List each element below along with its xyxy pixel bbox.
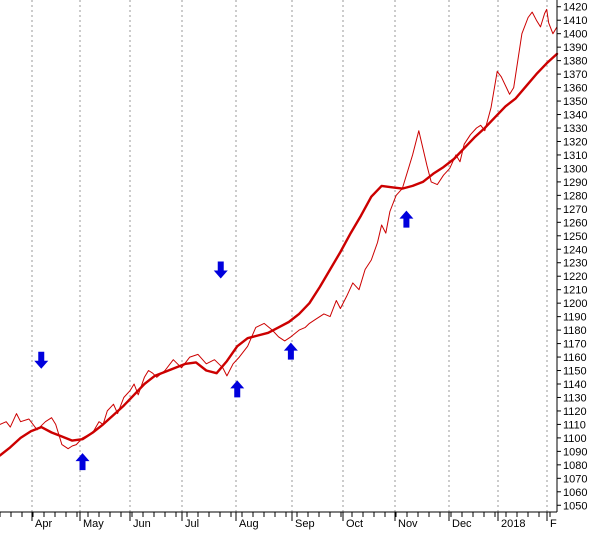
series-lines <box>0 8 559 457</box>
signal-arrows <box>34 210 414 471</box>
x-tick-label: Aug <box>239 518 259 530</box>
y-tick-label: 1070 <box>563 473 587 485</box>
x-tick-label: Jun <box>133 518 151 530</box>
buy-arrow-icon <box>283 342 298 360</box>
y-tick-label: 1260 <box>563 217 587 229</box>
y-tick-label: 1290 <box>563 177 587 189</box>
x-tick-label: Jul <box>185 518 199 530</box>
y-tick-label: 1050 <box>563 500 587 512</box>
y-tick-label: 1170 <box>563 339 587 351</box>
x-tick-label: Dec <box>452 518 472 530</box>
x-tick-label: Sep <box>295 518 315 530</box>
y-tick-label: 1410 <box>563 15 587 27</box>
sell-arrow-icon <box>34 351 49 369</box>
y-tick-label: 1420 <box>563 2 587 14</box>
y-tick-label: 1220 <box>563 271 587 283</box>
y-tick-label: 1360 <box>563 83 587 95</box>
y-tick-label: 1250 <box>563 231 587 243</box>
y-tick-label: 1110 <box>563 419 586 431</box>
x-tick-label: Oct <box>346 518 363 530</box>
y-tick-label: 1340 <box>563 110 587 122</box>
sell-arrow-icon <box>213 261 228 279</box>
y-tick-label: 1090 <box>563 446 587 458</box>
y-tick-label: 1310 <box>563 150 587 162</box>
y-tick-label: 1370 <box>563 69 587 81</box>
x-tick-label: May <box>83 518 104 530</box>
grid <box>31 0 548 512</box>
y-tick-label: 1330 <box>563 123 587 135</box>
y-tick-label: 1230 <box>563 258 587 270</box>
x-tick-label: 2018 <box>501 518 525 530</box>
y-tick-label: 1380 <box>563 56 587 68</box>
y-tick-label: 1150 <box>563 366 587 378</box>
y-tick-label: 1350 <box>563 96 587 108</box>
y-tick-label: 1130 <box>563 392 587 404</box>
y-tick-label: 1060 <box>563 487 587 499</box>
y-tick-label: 1240 <box>563 244 587 256</box>
y-tick-label: 1270 <box>563 204 587 216</box>
x-tick-label: Nov <box>398 518 418 530</box>
moving-average-line <box>0 52 559 457</box>
y-tick-label: 1320 <box>563 136 587 148</box>
x-tick-label: Apr <box>35 518 52 530</box>
y-tick-label: 1300 <box>563 163 587 175</box>
y-tick-label: 1100 <box>563 433 587 445</box>
buy-arrow-icon <box>75 453 90 471</box>
y-tick-label: 1390 <box>563 42 587 54</box>
y-tick-label: 1280 <box>563 190 587 202</box>
y-tick-label: 1080 <box>563 460 587 472</box>
y-tick-label: 1210 <box>563 285 587 297</box>
price-line <box>0 8 558 450</box>
y-tick-label: 1400 <box>563 29 587 41</box>
y-tick-label: 1180 <box>563 325 587 337</box>
y-tick-label: 1200 <box>563 298 587 310</box>
y-tick-label: 1120 <box>563 406 587 418</box>
buy-arrow-icon <box>399 210 414 228</box>
x-tick-label: F <box>550 518 557 530</box>
buy-arrow-icon <box>230 380 245 398</box>
y-tick-label: 1190 <box>563 312 587 324</box>
y-tick-label: 1160 <box>563 352 587 364</box>
y-tick-label: 1140 <box>563 379 587 391</box>
